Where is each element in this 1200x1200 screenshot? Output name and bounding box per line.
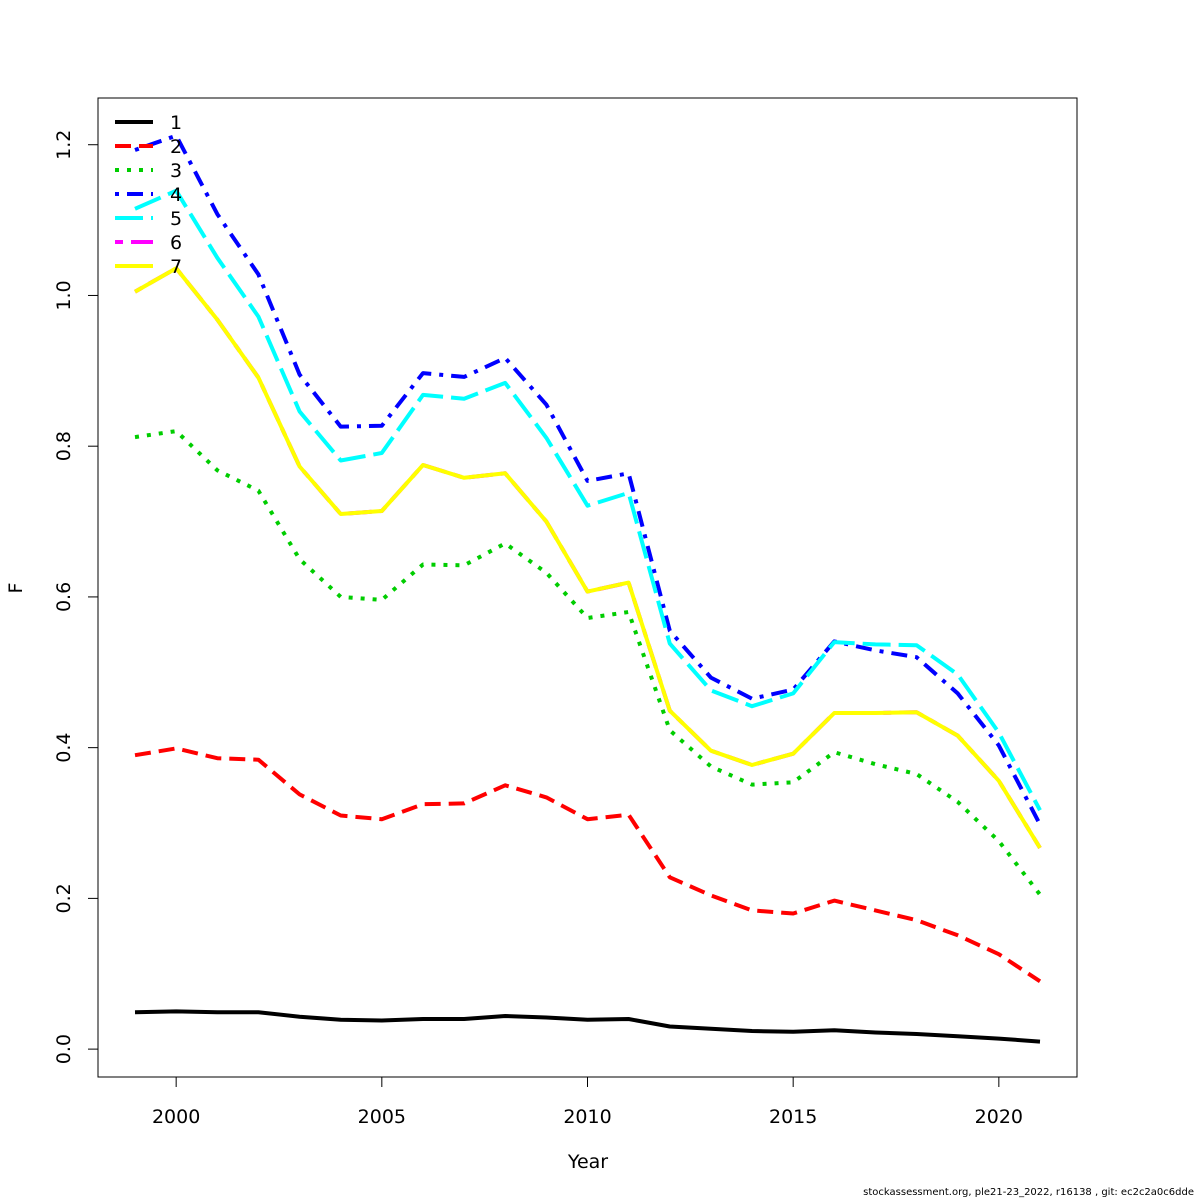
series-line-6 xyxy=(134,266,1042,849)
legend-label-5: 5 xyxy=(170,208,182,230)
y-tick-label: 1.2 xyxy=(53,130,75,160)
y-tick-label: 0.6 xyxy=(53,582,75,612)
x-tick-label: 2015 xyxy=(769,1106,817,1128)
y-tick-label: 1.0 xyxy=(53,280,75,310)
legend-label-6: 6 xyxy=(170,232,182,254)
y-tick-label: 0.2 xyxy=(53,883,75,913)
series-line-4 xyxy=(134,133,1042,826)
series-line-3 xyxy=(134,429,1042,896)
series-line-1 xyxy=(134,1009,1041,1044)
series-line-7 xyxy=(134,266,1042,849)
series-line-2 xyxy=(134,746,1042,983)
legend-label-2: 2 xyxy=(170,136,182,158)
footer-note: stockassessment.org, ple21-23_2022, r161… xyxy=(863,1187,1194,1198)
y-axis-title: F xyxy=(5,583,27,594)
legend-label-3: 3 xyxy=(170,160,182,182)
x-tick-label: 2020 xyxy=(975,1106,1023,1128)
x-axis: 2000 2005 2010 2015 2020 xyxy=(152,1076,1023,1128)
y-tick-label: 0.8 xyxy=(53,431,75,461)
legend-label-4: 4 xyxy=(170,184,182,206)
series-layer xyxy=(134,133,1042,1044)
plot-frame xyxy=(97,97,1078,1078)
y-axis: 0.0 0.2 0.4 0.6 0.8 1.0 1.2 xyxy=(53,130,99,1064)
x-tick-label: 2000 xyxy=(152,1106,200,1128)
y-tick-label: 0.4 xyxy=(53,733,75,763)
y-tick-label: 0.0 xyxy=(53,1034,75,1064)
series-line-5 xyxy=(134,188,1042,812)
legend-label-7: 7 xyxy=(170,256,182,278)
x-tick-label: 2005 xyxy=(358,1106,406,1128)
x-axis-title: Year xyxy=(567,1151,608,1173)
legend-label-1: 1 xyxy=(170,112,182,134)
x-tick-label: 2010 xyxy=(563,1106,611,1128)
